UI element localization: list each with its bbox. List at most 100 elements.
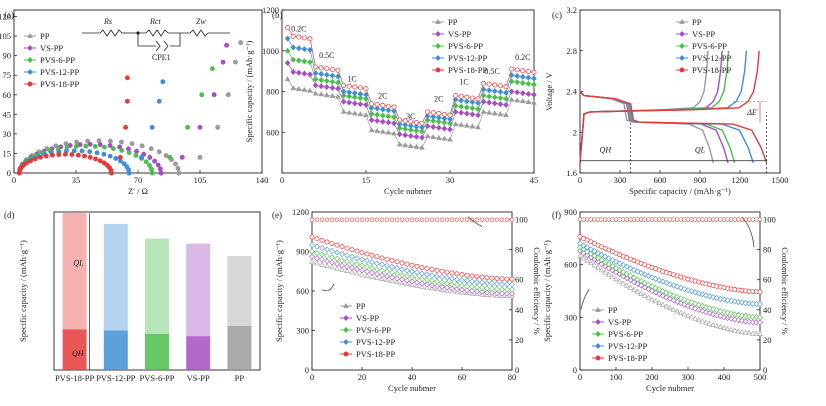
- capacity-point-f-PVS-6-PP: [616, 267, 623, 274]
- capacity-point-e-VS-PP: [404, 277, 410, 284]
- ce-point-f: [754, 217, 759, 222]
- rate-point-PVS-6-PP: [458, 103, 465, 110]
- ce-point-f: [746, 217, 752, 222]
- y-tick-label-c: 2: [573, 127, 577, 137]
- ce-point-e: [389, 217, 395, 223]
- bar-category-label: PVS-6-PP: [140, 373, 175, 383]
- x-tick-label-a: 70: [134, 175, 143, 185]
- capacity-point-e-VS-PP: [439, 283, 445, 290]
- y-tick-label-e: 300: [296, 326, 309, 336]
- panel-label-d: (d): [4, 210, 15, 220]
- ce-point-e: [314, 217, 320, 223]
- rate-point-PVS-18-PP: [425, 109, 431, 115]
- y-tick-label-f: 600: [564, 260, 577, 270]
- rate-point-PP: [452, 120, 459, 126]
- capacity-point-f-VS-PP: [641, 284, 648, 291]
- rate-point-PVS-6-PP: [497, 94, 504, 102]
- capacity-point-f-VS-PP: [656, 291, 663, 298]
- nyquist-point-PVS-18-PP: [38, 154, 43, 160]
- rate-point-VS-PP: [430, 123, 437, 130]
- capacity-point-f-PVS-12-PP: [627, 265, 634, 272]
- nyquist-point-PVS-6-PP: [83, 143, 89, 149]
- rate-point-PVS-18-PP: [285, 24, 291, 30]
- capacity-point-f-PVS-6-PP: [580, 246, 587, 253]
- ce-point-f: [700, 217, 705, 222]
- capacity-point-f-PVS-12-PP: [721, 296, 727, 303]
- rate-point-PVS-6-PP: [407, 126, 414, 133]
- x-tick-label-a: 35: [72, 175, 81, 185]
- nyquist-point-PVS-18-PP: [97, 158, 103, 164]
- rate-point-PVS-12-PP: [312, 70, 319, 77]
- x-tick-label-c: 600: [654, 175, 667, 185]
- ce-point-e: [324, 217, 330, 223]
- capacity-point-e-PP: [409, 281, 415, 287]
- rate-point-PVS-18-PP: [520, 68, 526, 74]
- capacity-point-f-PP: [659, 301, 666, 307]
- capacity-point-f-PP: [692, 315, 699, 321]
- capacity-point-f-PVS-12-PP: [587, 246, 594, 253]
- capacity-point-f-PVS-12-PP: [616, 260, 623, 267]
- capacity-point-e-VS-PP: [394, 275, 400, 282]
- nyquist-point-PP: [173, 161, 178, 167]
- legend-b-entry: PVS-18-PP: [448, 65, 487, 75]
- resistor-rs: [99, 29, 123, 37]
- ce-point-e: [329, 217, 335, 223]
- rate-point-PVS-12-PP: [284, 35, 291, 42]
- capacity-point-e-PVS-12-PP: [454, 276, 460, 283]
- capacity-point-f-PP: [753, 330, 760, 336]
- capacity-point-e-PVS-12-PP: [354, 255, 360, 262]
- capacity-point-f-VS-PP: [728, 315, 735, 322]
- y-tick-label-a: 90: [3, 51, 12, 61]
- capacity-point-f-VS-PP: [620, 273, 627, 280]
- rate-point-PVS-6-PP: [514, 79, 521, 86]
- rate-point-PVS-18-PP: [525, 69, 531, 74]
- capacity-point-e-PVS-18-PP: [409, 262, 415, 268]
- legend-f-entry: PP: [608, 305, 618, 315]
- nyquist-point-PVS-18-PP: [32, 156, 38, 162]
- rate-point-PVS-6-PP: [323, 77, 330, 84]
- capacity-point-e-PVS-6-PP: [419, 275, 425, 283]
- capacity-point-f-VS-PP: [649, 287, 655, 294]
- rate-point-VS-PP: [318, 83, 325, 90]
- ce-point-f: [642, 217, 647, 222]
- ce-point-e: [349, 217, 355, 223]
- capacity-point-f-VS-PP: [638, 282, 645, 289]
- capacity-point-e-PVS-6-PP: [434, 278, 440, 285]
- x-tick-label-b: 45: [530, 175, 539, 185]
- rate-point-PVS-6-PP: [519, 79, 526, 86]
- rate-point-PVS-12-PP: [458, 97, 465, 104]
- ce-arrow-f: [741, 216, 755, 248]
- capacity-point-f-VS-PP: [735, 317, 742, 324]
- ce-point-e: [319, 217, 325, 223]
- rate-point-PVS-18-PP: [329, 67, 335, 72]
- nyquist-point-PVS-18-PP: [108, 170, 114, 176]
- rate-point-PVS-12-PP: [531, 75, 537, 82]
- capacity-point-f-PVS-12-PP: [580, 242, 587, 249]
- ql-bar-annotation: QL: [73, 258, 84, 267]
- rate-point-PP: [368, 127, 375, 133]
- capacity-arrow-f: [580, 289, 590, 310]
- nyquist-point-PVS-18-PP: [124, 98, 130, 104]
- y-tick-label-a: 45: [3, 109, 12, 119]
- capacity-point-e-PVS-18-PP: [474, 274, 480, 280]
- capacity-point-e-PVS-12-PP: [389, 263, 395, 271]
- capacity-point-f-PVS-12-PP: [652, 275, 659, 282]
- capacity-point-e-VS-PP: [409, 278, 415, 285]
- capacity-point-f-PP: [677, 309, 684, 315]
- legend-e-entry: PVS-18-PP: [356, 349, 395, 359]
- capacity-point-f-PP: [724, 325, 731, 331]
- capacity-point-f-PP: [620, 280, 627, 286]
- ce-point-e: [494, 217, 500, 223]
- capacity-point-e-VS-PP: [424, 281, 430, 288]
- capacity-point-e-PVS-18-PP: [324, 239, 330, 245]
- capacity-point-e-PVS-18-PP: [449, 270, 455, 276]
- ce-point-f: [710, 217, 716, 222]
- rate-point-PVS-12-PP: [374, 105, 381, 112]
- capacity-point-f-PVS-12-PP: [724, 297, 731, 304]
- rate-point-PVS-6-PP: [318, 77, 325, 84]
- capacity-point-e-PVS-18-PP: [349, 247, 355, 253]
- nyquist-point-PVS-18-PP: [87, 154, 93, 160]
- rate-point-VS-PP: [519, 90, 526, 97]
- rate-point-PVS-18-PP: [408, 119, 414, 125]
- rate-point-PP: [424, 133, 431, 139]
